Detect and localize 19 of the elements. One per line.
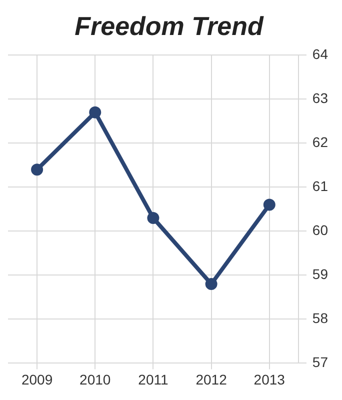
y-tick-label: 57 <box>312 354 328 370</box>
point <box>31 164 44 176</box>
x-tick-label: 2012 <box>196 371 228 388</box>
point <box>147 212 160 224</box>
y-tick-label: 60 <box>312 222 328 238</box>
x-tick-label: 2011 <box>138 371 168 388</box>
y-tick-label: 59 <box>312 266 328 282</box>
point <box>263 198 276 211</box>
y-tick-label: 62 <box>312 134 328 150</box>
x-tick-label: 2010 <box>80 371 111 388</box>
x-tick-label: 2013 <box>254 371 286 388</box>
y-tick-label: 64 <box>312 46 328 62</box>
chart-title: Freedom Trend <box>74 10 265 41</box>
point <box>205 278 218 290</box>
y-tick-label: 61 <box>312 178 328 194</box>
y-tick-label: 63 <box>312 90 328 106</box>
y-tick-label: 58 <box>312 310 328 326</box>
x-tick-label: 2009 <box>21 371 53 388</box>
point <box>89 106 102 118</box>
